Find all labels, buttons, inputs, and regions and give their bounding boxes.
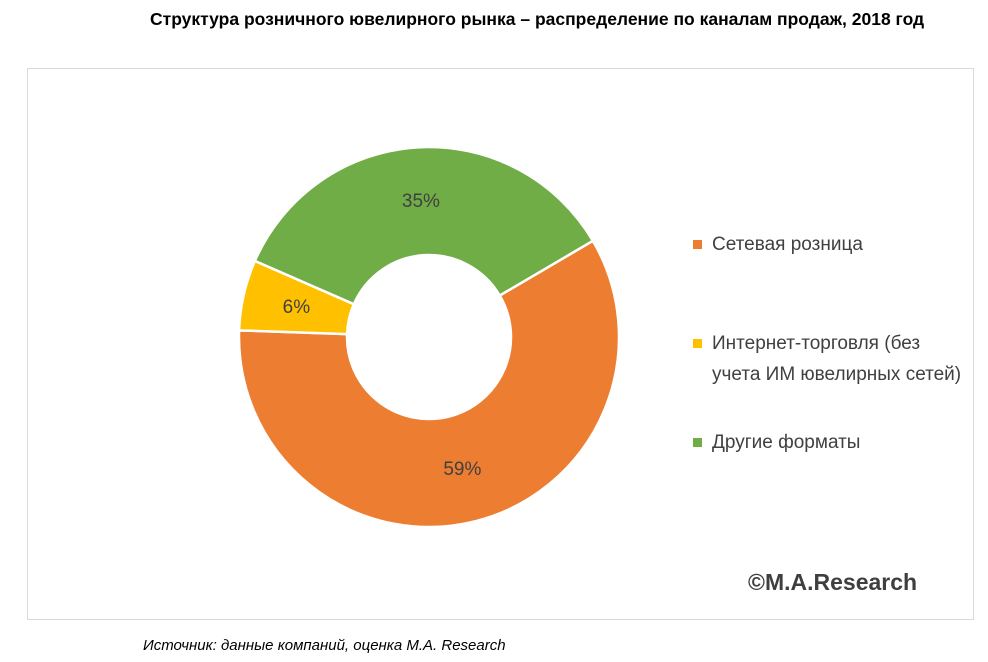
donut-slice-other-formats: [253, 145, 595, 306]
data-label-internet-trade: 6%: [283, 297, 311, 318]
copyright-watermark: ©M.A.Research: [748, 569, 918, 595]
chart-area: 59% 6% 35% Сетевая розница Интернет-торгов…: [27, 68, 974, 620]
donut-chart: 59% 6% 35%: [237, 145, 621, 529]
chart-title: Структура розничного ювелирного рынка – …: [150, 9, 925, 29]
data-label-other-formats: 35%: [402, 191, 440, 212]
legend-marker-network-retail: [693, 240, 702, 249]
legend-marker-internet-trade: [693, 339, 702, 348]
legend-label-other-formats: Другие форматы: [712, 432, 861, 453]
legend-label-network-retail: Сетевая розница: [712, 234, 863, 255]
source-note: Источник: данные компаний, оценка M.A. R…: [143, 637, 506, 654]
data-label-network-retail: 59%: [443, 459, 481, 480]
donut-slice-network-retail: [237, 239, 621, 529]
legend-label-internet-trade: Интернет-торговля (без учета ИМ ювелирны…: [712, 333, 962, 385]
legend-marker-other-formats: [693, 438, 702, 447]
